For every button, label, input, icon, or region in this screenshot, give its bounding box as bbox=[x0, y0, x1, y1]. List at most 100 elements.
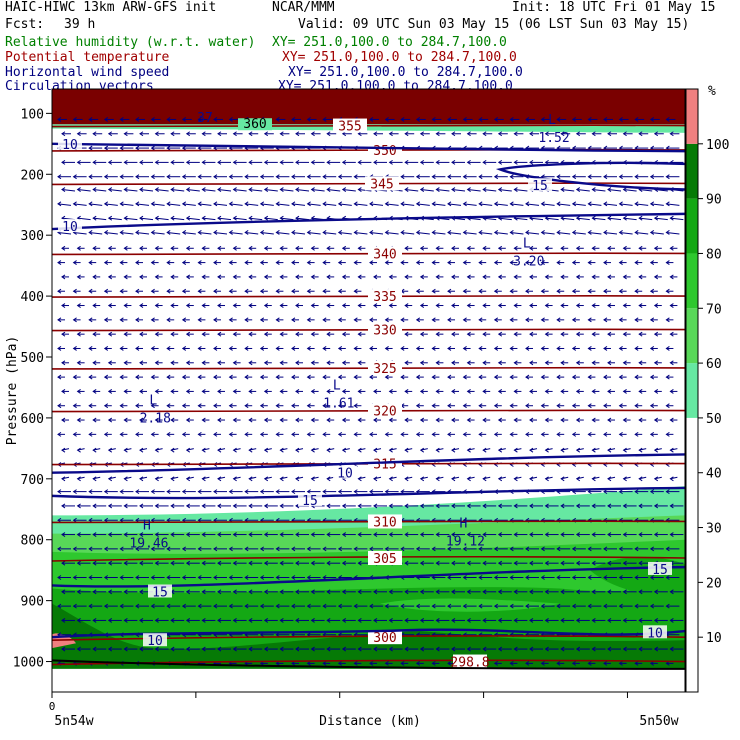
vector-head bbox=[232, 532, 237, 537]
vector-head bbox=[259, 317, 265, 323]
vector-head bbox=[638, 388, 643, 394]
vector-head bbox=[341, 388, 347, 394]
vector-head bbox=[497, 131, 503, 137]
vector-head bbox=[525, 546, 530, 552]
vector-head bbox=[560, 618, 565, 623]
vector-head bbox=[232, 215, 237, 221]
vector-head bbox=[295, 589, 300, 595]
vector-head bbox=[634, 403, 639, 409]
extremum-value-1.52: 1.52 bbox=[538, 131, 569, 146]
vector-head bbox=[415, 117, 421, 122]
vector-head bbox=[649, 260, 655, 266]
vector-head bbox=[154, 447, 159, 453]
vector-head bbox=[279, 503, 284, 509]
vector-head bbox=[373, 618, 378, 623]
vector-head bbox=[170, 476, 175, 482]
vector-head bbox=[415, 174, 421, 180]
vector-shaft bbox=[249, 217, 263, 221]
below-ground bbox=[52, 668, 685, 692]
vector-head bbox=[404, 447, 409, 453]
vector-head bbox=[103, 145, 109, 151]
vector-head bbox=[123, 560, 128, 566]
vector-shaft bbox=[73, 203, 87, 206]
vector-head bbox=[353, 374, 358, 380]
vector-head bbox=[291, 489, 296, 495]
vector-head bbox=[451, 159, 456, 165]
vector-shaft bbox=[202, 189, 216, 192]
vector-head bbox=[451, 331, 456, 337]
vector-shaft bbox=[607, 217, 622, 221]
vector-head bbox=[166, 174, 171, 180]
vector-head bbox=[603, 575, 608, 580]
vector-head bbox=[525, 117, 530, 122]
vector-head bbox=[400, 201, 405, 207]
vector-head bbox=[248, 589, 253, 595]
vector-head bbox=[540, 201, 545, 207]
vector-head bbox=[139, 187, 144, 192]
field-theta-xy: XY= 251.0,100.0 to 284.7,100.0 bbox=[282, 50, 517, 65]
vector-head bbox=[217, 646, 222, 652]
vector-head bbox=[513, 331, 518, 337]
vector-shaft bbox=[233, 217, 247, 221]
vector-head bbox=[451, 187, 456, 192]
wind-label-15: 15 bbox=[652, 563, 668, 578]
vector-head bbox=[306, 603, 311, 609]
vector-head bbox=[306, 346, 311, 351]
vector-head bbox=[88, 346, 93, 351]
x-right-label: 5n50w bbox=[639, 714, 678, 729]
vector-head bbox=[529, 476, 534, 482]
vector-shaft bbox=[151, 203, 165, 206]
vector-head bbox=[435, 618, 440, 623]
extremum-value-3.20: 3.20 bbox=[513, 254, 544, 269]
vector-head bbox=[61, 560, 66, 566]
vector-head bbox=[435, 476, 440, 482]
vector-head bbox=[244, 431, 249, 437]
vector-head bbox=[419, 388, 425, 394]
vector-head bbox=[607, 274, 612, 280]
vector-head bbox=[353, 489, 358, 495]
vector-head bbox=[466, 503, 471, 509]
y-axis-title: Pressure (hPa) bbox=[5, 336, 20, 446]
vector-head bbox=[618, 489, 623, 495]
vector-head bbox=[587, 317, 592, 323]
vector-shaft bbox=[401, 231, 415, 235]
vector-head bbox=[72, 603, 77, 609]
vector-head bbox=[544, 503, 549, 509]
vector-head bbox=[544, 532, 549, 537]
vector-head bbox=[622, 360, 627, 366]
vector-head bbox=[341, 360, 347, 366]
vector-head bbox=[72, 489, 77, 495]
theta-label-bg bbox=[368, 551, 402, 565]
vector-head bbox=[139, 360, 144, 366]
vector-head bbox=[665, 374, 670, 380]
vector-head bbox=[61, 331, 66, 337]
vector-head bbox=[638, 589, 643, 595]
vector-shaft bbox=[342, 189, 356, 192]
vector-head bbox=[622, 560, 627, 566]
vector-head bbox=[478, 201, 483, 207]
vector-head bbox=[404, 187, 409, 192]
vector-head bbox=[232, 245, 237, 251]
wind-label-bg bbox=[333, 465, 357, 479]
vector-head bbox=[478, 603, 483, 609]
vector-shaft bbox=[198, 231, 212, 235]
vector-shaft bbox=[494, 203, 508, 206]
vector-head bbox=[384, 603, 389, 609]
vector-head bbox=[88, 546, 93, 552]
vector-head bbox=[529, 159, 534, 165]
vector-head bbox=[649, 288, 655, 294]
vector-head bbox=[88, 117, 93, 122]
theta-line-335 bbox=[52, 294, 685, 298]
org-label: NCAR/MMM bbox=[272, 0, 335, 15]
vector-head bbox=[263, 646, 269, 652]
vector-head bbox=[435, 417, 440, 423]
vector-head bbox=[326, 476, 331, 482]
vector-head bbox=[571, 603, 577, 609]
vector-shaft bbox=[276, 231, 290, 235]
vector-head bbox=[139, 245, 144, 251]
vector-head bbox=[201, 215, 206, 221]
vector-shaft bbox=[607, 189, 622, 192]
vector-head bbox=[497, 187, 503, 192]
vector-head bbox=[154, 360, 159, 366]
vector-head bbox=[185, 589, 191, 595]
